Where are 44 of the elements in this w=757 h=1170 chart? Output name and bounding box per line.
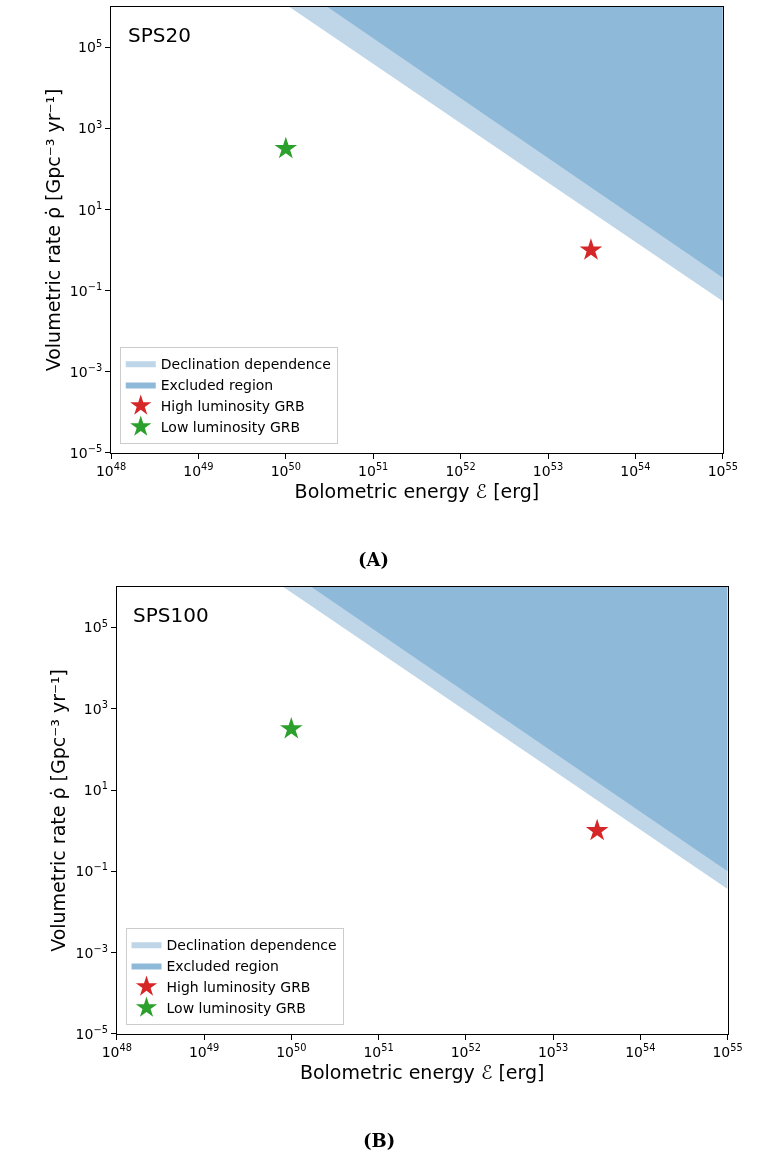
x-tick-label: 10$^{55}$ bbox=[707, 460, 738, 479]
y-tick-label: 10$^{5}$ bbox=[78, 37, 103, 56]
y-tick-label: 10$^{−3}$ bbox=[75, 942, 108, 961]
y-axis-title: Volumetric rate ρ̇ [Gpc⁻³ yr⁻¹] bbox=[41, 88, 64, 372]
x-tick-label: 10$^{54}$ bbox=[625, 1041, 656, 1060]
y-tick-label: 10$^{5}$ bbox=[83, 617, 108, 636]
text: SPS20 bbox=[128, 23, 191, 47]
x-axis-title: Bolometric energy ℰ [erg] bbox=[299, 1060, 545, 1083]
y-tick-label: 10$^{−5}$ bbox=[69, 442, 103, 461]
x-tick-label: 10$^{51}$ bbox=[358, 460, 389, 479]
x-tick-label: 10$^{48}$ bbox=[95, 460, 127, 479]
x-tick-label: 10$^{51}$ bbox=[363, 1041, 394, 1060]
x-tick-label: 10$^{53}$ bbox=[537, 1041, 569, 1060]
x-tick-label: 10$^{53}$ bbox=[532, 460, 564, 479]
x-tick-label: 10$^{55}$ bbox=[712, 1041, 743, 1060]
text: (A) bbox=[358, 549, 389, 570]
x-tick-label: 10$^{54}$ bbox=[620, 460, 651, 479]
legend-label: Excluded region bbox=[166, 957, 279, 974]
text: SPS100 bbox=[133, 603, 209, 627]
x-axis-title: Bolometric energy ℰ [erg] bbox=[294, 479, 540, 502]
y-tick-label: 10$^{3}$ bbox=[78, 118, 103, 137]
text: (B) bbox=[363, 1130, 396, 1151]
x-tick-label: 10$^{52}$ bbox=[450, 1041, 481, 1060]
y-tick-label: 10$^{−5}$ bbox=[75, 1023, 108, 1042]
y-axis-title: Volumetric rate ρ̇ [Gpc⁻³ yr⁻¹] bbox=[47, 668, 70, 952]
y-tick-label: 10$^{1}$ bbox=[83, 780, 108, 799]
y-tick-label: 10$^{1}$ bbox=[78, 199, 103, 218]
y-tick-label: 10$^{−1}$ bbox=[75, 861, 108, 880]
legend-label: Declination dependence bbox=[160, 355, 331, 372]
legend-label: Low luminosity GRB bbox=[166, 1000, 306, 1017]
x-tick-label: 10$^{49}$ bbox=[183, 460, 214, 479]
legend-label: High luminosity GRB bbox=[166, 979, 311, 996]
legend-label: Low luminosity GRB bbox=[160, 419, 301, 436]
x-tick-label: 10$^{48}$ bbox=[101, 1041, 132, 1060]
legend-label: High luminosity GRB bbox=[160, 398, 305, 415]
x-tick-label: 10$^{52}$ bbox=[445, 460, 476, 479]
y-tick-label: 10$^{−3}$ bbox=[69, 361, 103, 380]
y-tick-label: 10$^{3}$ bbox=[83, 698, 108, 717]
x-tick-label: 10$^{50}$ bbox=[270, 460, 301, 479]
x-tick-label: 10$^{49}$ bbox=[188, 1041, 220, 1060]
legend-label: Declination dependence bbox=[166, 936, 337, 953]
y-tick-label: 10$^{−1}$ bbox=[69, 280, 103, 299]
x-tick-label: 10$^{50}$ bbox=[276, 1041, 307, 1060]
legend-label: Excluded region bbox=[160, 376, 274, 393]
